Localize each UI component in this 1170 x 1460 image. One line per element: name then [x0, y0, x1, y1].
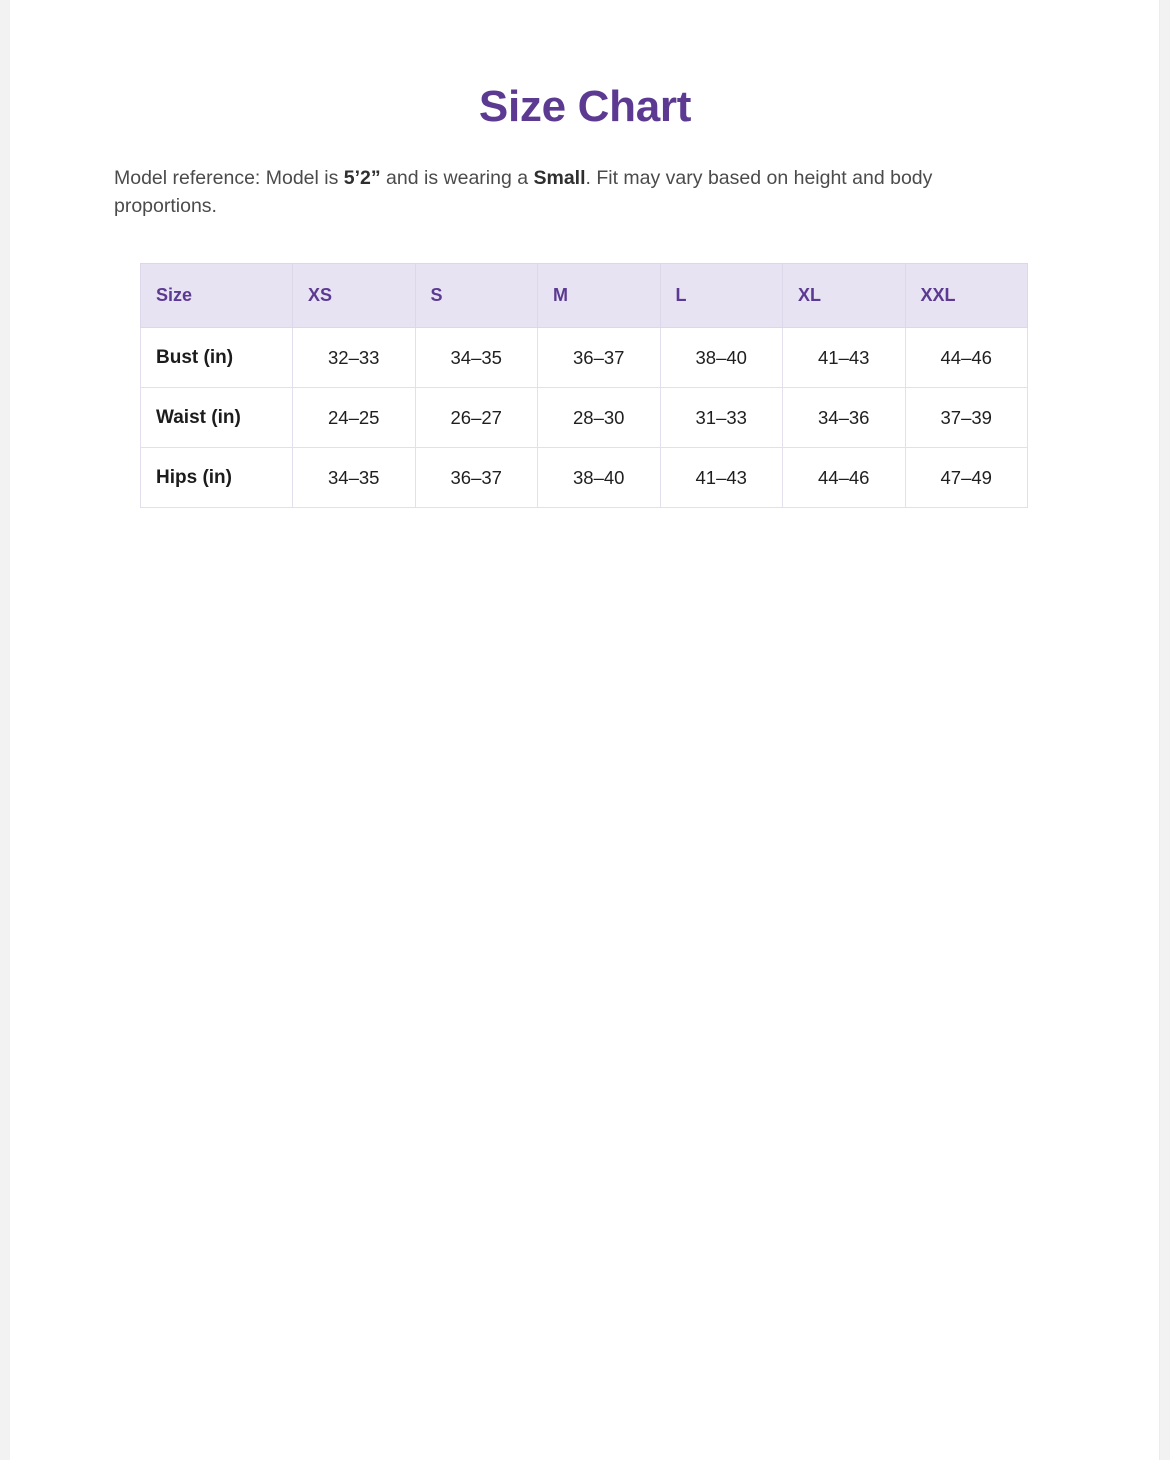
- document-sheet: Size Chart Model reference: Model is 5’2…: [10, 0, 1160, 1460]
- cell-waist-m: 28–30: [537, 387, 661, 448]
- column-header-l: L: [659, 263, 783, 328]
- cell-hips-m: 38–40: [537, 447, 661, 508]
- column-header-xxl: XXL: [904, 263, 1028, 328]
- size-table-wrapper: Size XS S M L XL XXL Bust (in) 32–33: [10, 220, 1160, 508]
- table-row: Waist (in) 24–25 26–27 28–30 31–33 34–36…: [140, 387, 1028, 448]
- cell-hips-xxl: 47–49: [904, 447, 1028, 508]
- row-label-bust: Bust (in): [140, 327, 293, 388]
- cell-hips-xl: 44–46: [782, 447, 906, 508]
- document-content: Size Chart Model reference: Model is 5’2…: [10, 0, 1160, 508]
- cell-hips-l: 41–43: [659, 447, 783, 508]
- cell-bust-m: 36–37: [537, 327, 661, 388]
- model-reference-note: Model reference: Model is 5’2” and is we…: [10, 132, 1160, 220]
- column-header-xl: XL: [782, 263, 906, 328]
- cell-waist-xs: 24–25: [292, 387, 416, 448]
- cell-bust-l: 38–40: [659, 327, 783, 388]
- page-title: Size Chart: [478, 82, 692, 131]
- row-label-hips: Hips (in): [140, 447, 293, 508]
- model-note-prefix: Model reference: Model is: [114, 167, 344, 189]
- column-header-xs: XS: [292, 263, 416, 328]
- model-height-value: 5’2”: [343, 167, 381, 189]
- column-header-s: S: [414, 263, 538, 328]
- table-row: Hips (in) 34–35 36–37 38–40 41–43 44–46 …: [140, 447, 1028, 508]
- cell-bust-xl: 41–43: [782, 327, 906, 388]
- table-header-row: Size XS S M L XL XXL: [140, 263, 1028, 328]
- size-chart-table: Size XS S M L XL XXL Bust (in) 32–33: [140, 263, 1028, 508]
- cell-waist-xxl: 37–39: [904, 387, 1028, 448]
- cell-waist-s: 26–27: [414, 387, 538, 448]
- table-body: Bust (in) 32–33 34–35 36–37 38–40 41–43 …: [140, 327, 1028, 508]
- cell-bust-xxl: 44–46: [904, 327, 1028, 388]
- model-note-suffix: . Fit may vary based on height and body …: [114, 167, 933, 217]
- row-label-waist: Waist (in): [140, 387, 293, 448]
- cell-hips-xs: 34–35: [292, 447, 416, 508]
- cell-waist-l: 31–33: [659, 387, 783, 448]
- column-header-size: Size: [140, 263, 293, 328]
- cell-waist-xl: 34–36: [782, 387, 906, 448]
- model-note-middle: and is wearing a: [380, 167, 534, 189]
- model-size-value: Small: [533, 167, 586, 189]
- table-header: Size XS S M L XL XXL: [140, 263, 1028, 328]
- cell-bust-xs: 32–33: [292, 327, 416, 388]
- cell-bust-s: 34–35: [414, 327, 538, 388]
- column-header-m: M: [537, 263, 661, 328]
- table-row: Bust (in) 32–33 34–35 36–37 38–40 41–43 …: [140, 327, 1028, 388]
- cell-hips-s: 36–37: [414, 447, 538, 508]
